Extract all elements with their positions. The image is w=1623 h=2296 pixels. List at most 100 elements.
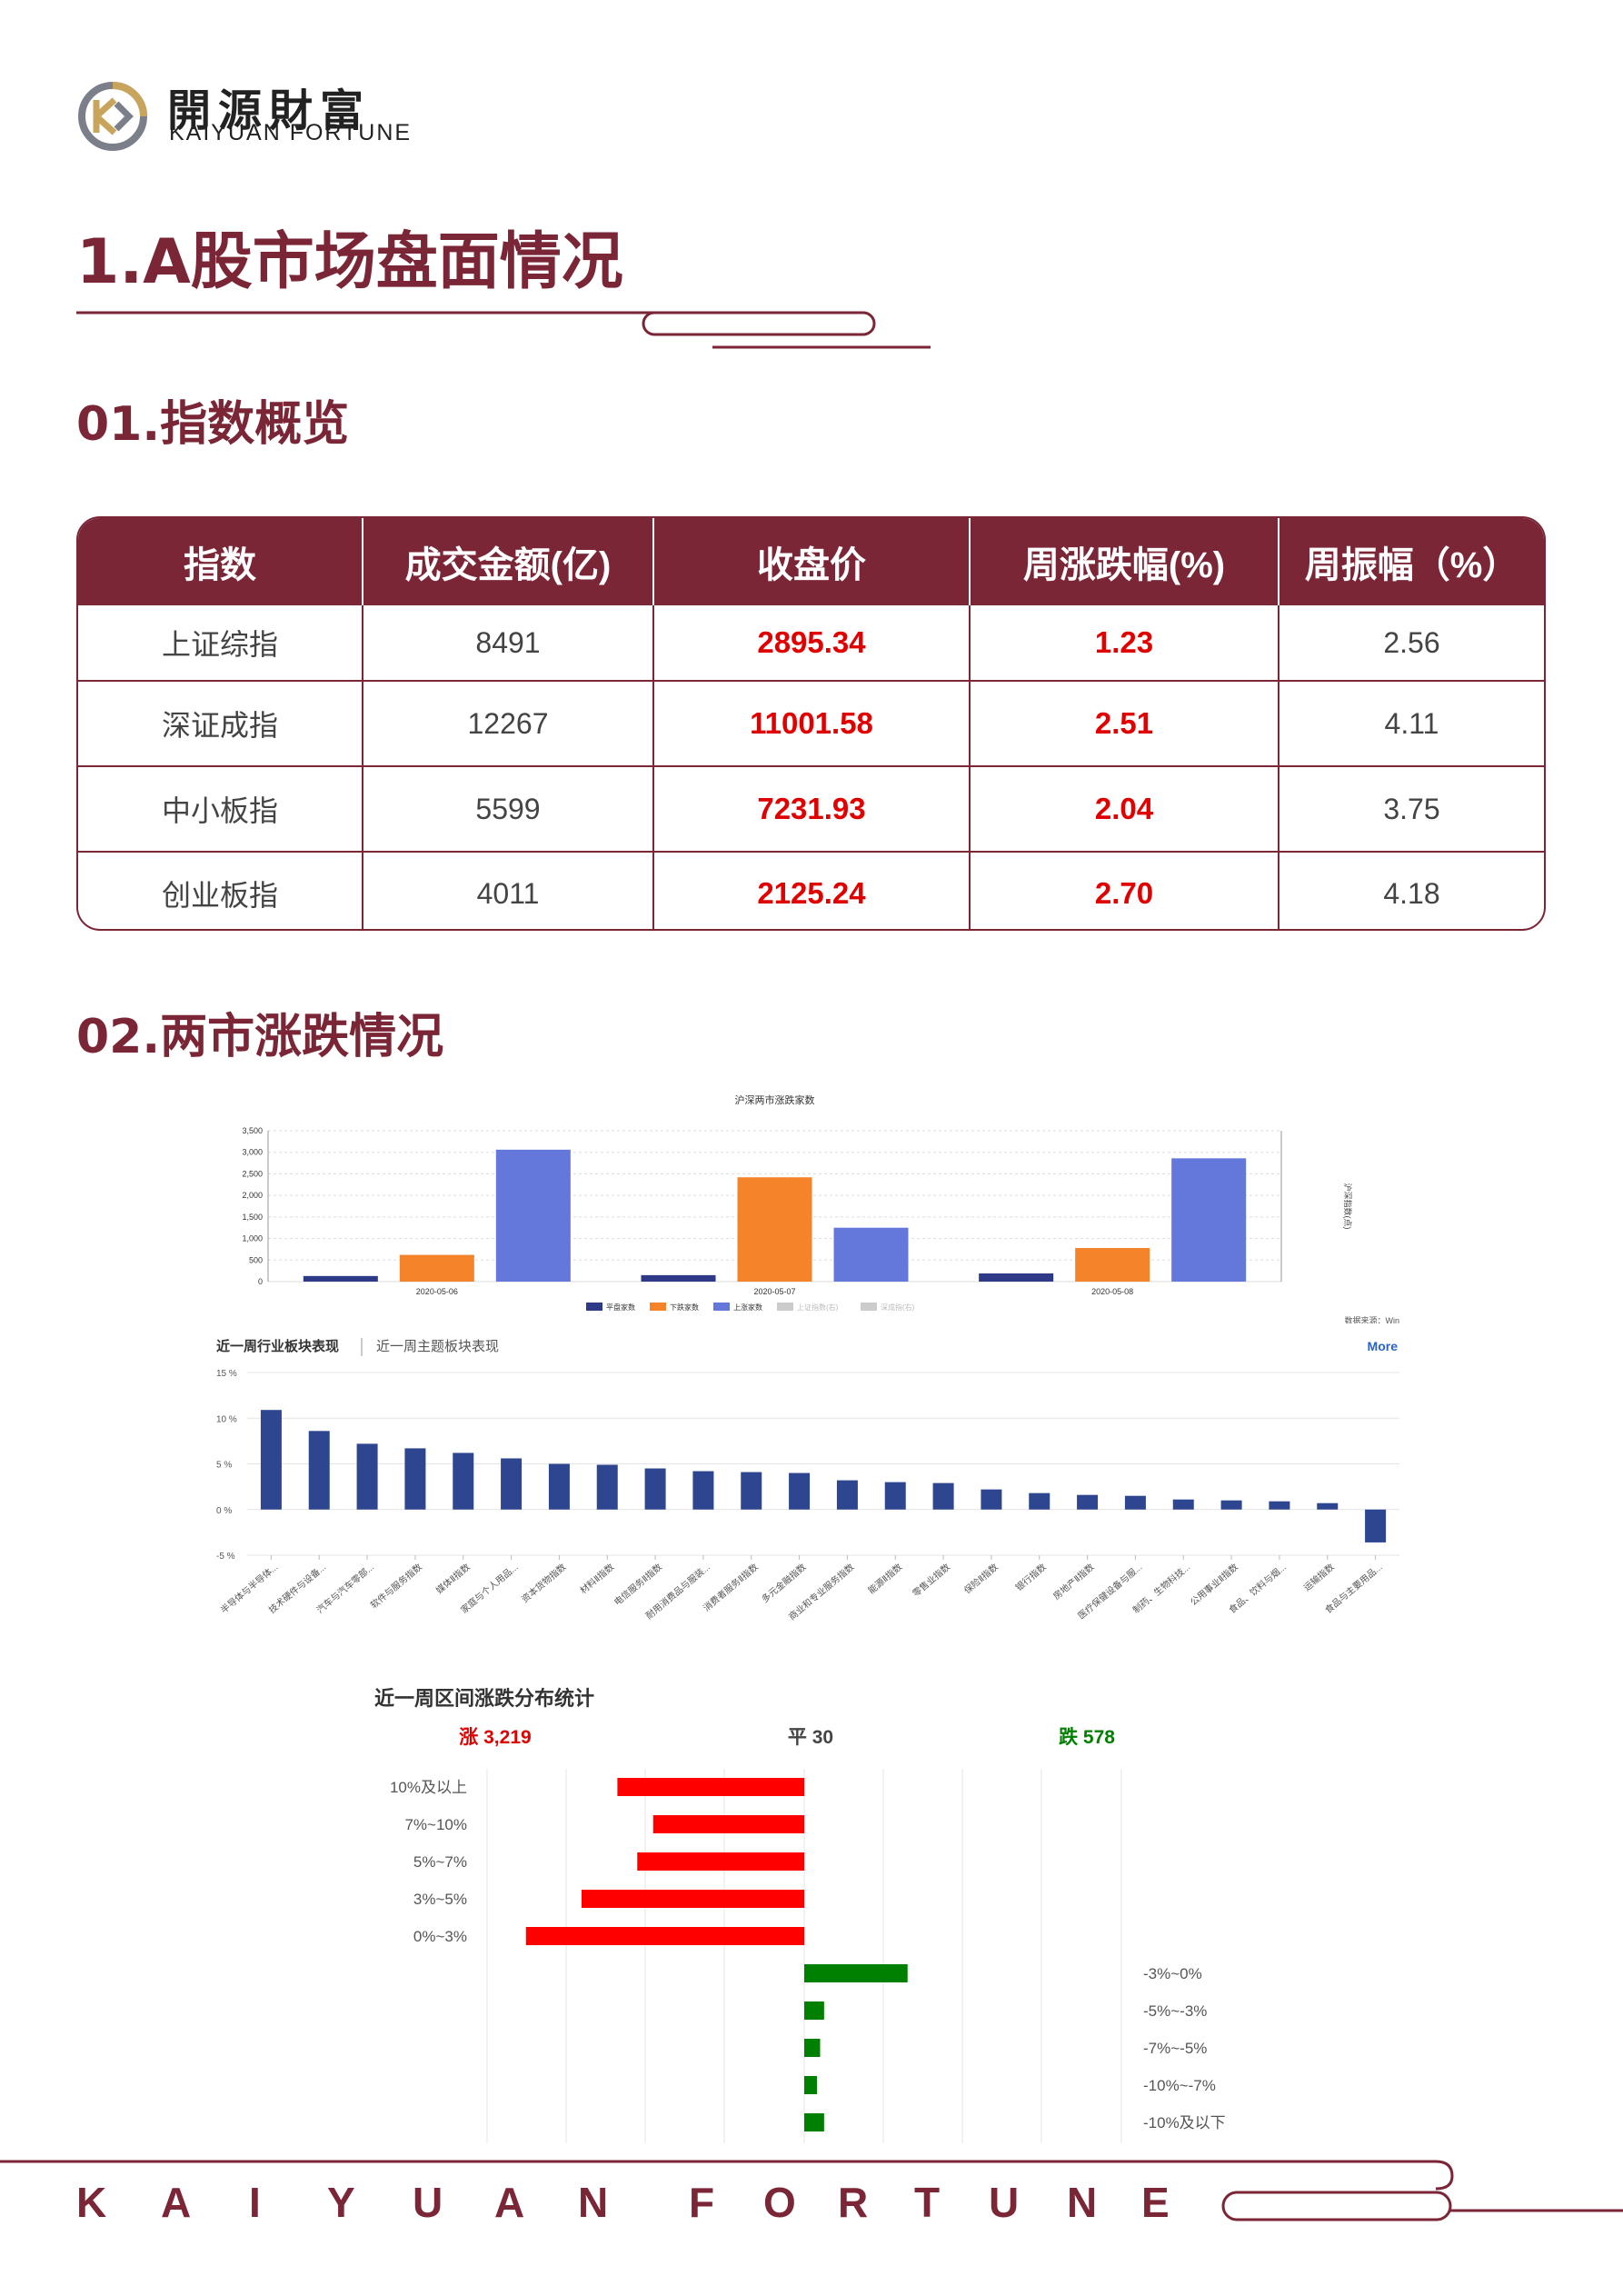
footer-letter: O bbox=[763, 2179, 796, 2226]
down-category-label: -7%~-5% bbox=[1143, 2040, 1207, 2057]
bar bbox=[1220, 1500, 1242, 1510]
cell-close: 2895.34 bbox=[654, 605, 971, 682]
x-tick-label: 保险Ⅱ指数 bbox=[961, 1561, 1001, 1596]
footer-letter: I bbox=[249, 2179, 261, 2226]
legend-swatch bbox=[713, 1303, 730, 1311]
table-row: 创业板指 4011 2125.24 2.70 4.18 bbox=[78, 853, 1544, 929]
table-row: 深证成指 12267 11001.58 2.51 4.11 bbox=[78, 682, 1544, 767]
cell-change: 2.04 bbox=[971, 767, 1279, 853]
cell-volume: 12267 bbox=[363, 682, 654, 767]
col-header: 指数 bbox=[78, 518, 363, 605]
legend-label: 上涨家数 bbox=[733, 1303, 762, 1312]
y-tick-label: 5 % bbox=[216, 1461, 232, 1471]
bar bbox=[1317, 1502, 1339, 1510]
logo-mark-icon bbox=[78, 82, 147, 151]
down-category-label: -10%及以下 bbox=[1143, 2114, 1226, 2131]
footer-letter: K bbox=[76, 2179, 107, 2226]
bar bbox=[932, 1482, 954, 1510]
col-header: 周涨跌幅(%) bbox=[971, 518, 1279, 605]
footer-brand: K A I Y U A N F O R T U N E bbox=[76, 2178, 1221, 2232]
y-tick-label: 15 % bbox=[216, 1369, 237, 1379]
bar-down bbox=[804, 2039, 821, 2057]
x-tick-label: 零售业指数 bbox=[910, 1561, 952, 1599]
cell-volume: 4011 bbox=[363, 853, 654, 929]
y-tick-label: 500 bbox=[249, 1255, 263, 1264]
bar-up bbox=[582, 1890, 804, 1908]
col-header: 收盘价 bbox=[654, 518, 971, 605]
up-category-label: 5%~7% bbox=[413, 1853, 467, 1871]
cell-change: 2.51 bbox=[971, 682, 1279, 767]
bar bbox=[308, 1431, 330, 1510]
down-category-label: -3%~0% bbox=[1143, 1965, 1202, 1982]
x-tick-label: 运输指数 bbox=[1301, 1561, 1337, 1593]
cell-name: 中小板指 bbox=[78, 767, 363, 853]
table-header-row: 指数 成交金额(亿) 收盘价 周涨跌幅(%) 周振幅（%） bbox=[78, 518, 1544, 605]
cell-amplitude: 4.11 bbox=[1279, 682, 1544, 767]
more-link: More bbox=[1368, 1339, 1399, 1353]
x-tick-label: 2020-05-08 bbox=[1091, 1287, 1133, 1296]
logo: 開源財富 KAIYUAN FORTUNE bbox=[76, 76, 422, 158]
page-title: 1.A股市场盘面情况 bbox=[76, 226, 623, 298]
x-tick-label: 资本货物指数 bbox=[519, 1561, 568, 1605]
index-table-wrap: 指数 成交金额(亿) 收盘价 周涨跌幅(%) 周振幅（%） 上证综指 8491 … bbox=[76, 516, 1546, 931]
bar bbox=[453, 1452, 474, 1510]
footer-letter: A bbox=[494, 2179, 525, 2226]
footer-letter: U bbox=[989, 2179, 1020, 2226]
legend-label: 深成指(右) bbox=[881, 1303, 915, 1312]
x-tick-label: 2020-05-07 bbox=[753, 1287, 795, 1296]
bar bbox=[1269, 1501, 1290, 1510]
bar bbox=[692, 1471, 714, 1510]
bar bbox=[1075, 1248, 1150, 1282]
bar bbox=[737, 1177, 812, 1282]
bar bbox=[789, 1472, 811, 1510]
summary-up: 涨 3,219 bbox=[459, 1727, 531, 1748]
chart-title: 沪深两市涨跌家数 bbox=[735, 1093, 815, 1106]
y-tick-label: 2,000 bbox=[242, 1191, 263, 1200]
bar bbox=[404, 1448, 426, 1510]
cell-change: 2.70 bbox=[971, 853, 1279, 929]
bar-up bbox=[617, 1778, 804, 1796]
x-tick-label: 电信服务Ⅱ指数 bbox=[612, 1561, 664, 1608]
bar-down bbox=[804, 1964, 908, 1982]
bar-down bbox=[804, 2113, 824, 2131]
sector-performance-chart: 近一周行业板块表现 近一周主题板块表现 More -5 % 0 % 5 % 10 % 15 %… bbox=[216, 1338, 1399, 1622]
legend-swatch bbox=[650, 1303, 666, 1311]
y-tick-label: 10 % bbox=[216, 1414, 237, 1424]
legend-swatch bbox=[586, 1303, 602, 1311]
x-tick-label: 银行指数 bbox=[1013, 1561, 1049, 1593]
x-tick-label: 多元金融指数 bbox=[759, 1561, 808, 1605]
bar bbox=[399, 1254, 474, 1282]
summary-flat: 平 30 bbox=[788, 1727, 833, 1748]
summary-down: 跌 578 bbox=[1059, 1727, 1115, 1748]
footer-letter: T bbox=[914, 2179, 941, 2226]
cell-name: 创业板指 bbox=[78, 853, 363, 929]
cell-amplitude: 2.56 bbox=[1279, 605, 1544, 682]
y-tick-label: 1,000 bbox=[242, 1234, 263, 1243]
cell-name: 深证成指 bbox=[78, 682, 363, 767]
y-tick-label: 3,000 bbox=[242, 1148, 263, 1157]
bar bbox=[303, 1275, 378, 1282]
bar-up bbox=[652, 1815, 804, 1833]
y-tick-label: 0 bbox=[258, 1277, 263, 1286]
index-table: 指数 成交金额(亿) 收盘价 周涨跌幅(%) 周振幅（%） 上证综指 8491 … bbox=[78, 518, 1544, 929]
down-category-label: -5%~-3% bbox=[1143, 2002, 1207, 2020]
bar bbox=[979, 1273, 1054, 1282]
y-tick-label: 1,500 bbox=[242, 1213, 263, 1222]
footer-letter: F bbox=[689, 2179, 715, 2226]
x-tick-label: 2020-05-06 bbox=[416, 1287, 458, 1296]
cell-volume: 8491 bbox=[363, 605, 654, 682]
bar bbox=[596, 1464, 618, 1510]
footer-letter: Y bbox=[327, 2179, 355, 2226]
bar-up bbox=[525, 1927, 804, 1945]
footer-letter: A bbox=[161, 2179, 192, 2226]
up-category-label: 0%~3% bbox=[413, 1928, 467, 1945]
bar bbox=[1172, 1499, 1194, 1510]
bar bbox=[741, 1472, 762, 1510]
down-category-label: -10%~-7% bbox=[1143, 2077, 1216, 2094]
bar-down bbox=[804, 2076, 817, 2094]
y-tick-label: -5 % bbox=[216, 1552, 235, 1562]
up-category-label: 3%~5% bbox=[413, 1891, 467, 1908]
advance-decline-chart: 沪深两市涨跌家数 0 500 1,000 1,500 2,000 2,500 3,000 3,5… bbox=[242, 1093, 1399, 1323]
bar bbox=[1171, 1158, 1247, 1282]
bar bbox=[833, 1227, 909, 1282]
